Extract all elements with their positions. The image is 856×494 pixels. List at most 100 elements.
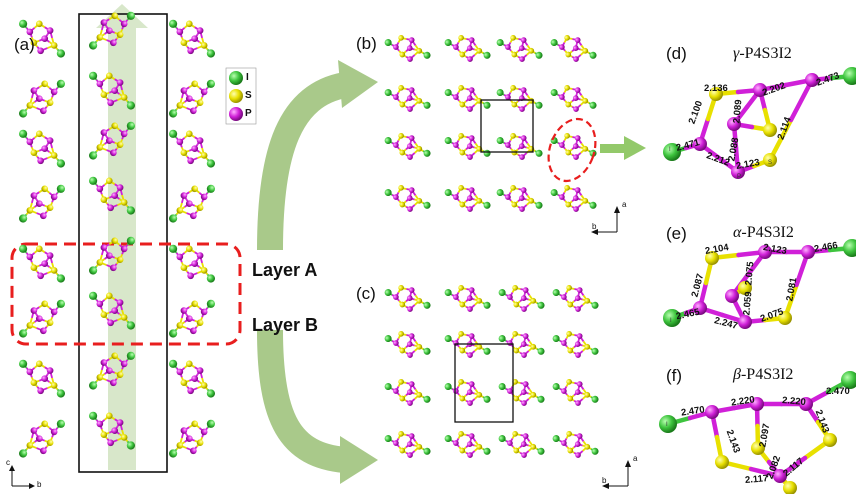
atom-P	[693, 301, 707, 315]
molecule-a-left	[18, 244, 66, 283]
curved-arrow-down	[257, 329, 347, 473]
atom-I	[663, 309, 681, 327]
atom-I	[659, 415, 677, 433]
molecule-c	[384, 430, 431, 458]
molecule-b	[444, 184, 491, 212]
title-beta: β-P4S3I2	[733, 366, 794, 383]
molecule-c	[552, 430, 599, 458]
atom-P	[799, 397, 813, 411]
legend-S-sphere	[229, 89, 243, 103]
axis-b-a-label: a	[622, 200, 627, 209]
bond-label-f-2: 2.220	[781, 394, 807, 409]
molecule-a-mid	[88, 411, 136, 450]
atom-S	[751, 441, 765, 455]
atom-P	[758, 245, 772, 259]
molecule-a-right	[168, 129, 216, 168]
atom-S	[823, 433, 837, 447]
molecule-a-left	[18, 129, 66, 168]
molecule-b	[384, 132, 431, 160]
molecule-a-left	[18, 299, 66, 338]
molecule-b	[550, 34, 597, 62]
molecule-c	[498, 284, 545, 312]
atom-I	[663, 143, 681, 161]
molecule-c	[498, 330, 545, 358]
molecule-c	[552, 284, 599, 312]
molecule-b	[444, 84, 491, 112]
title-alpha: α-P4S3I2	[733, 224, 794, 241]
molecule-a-right	[168, 359, 216, 398]
axis-a	[9, 465, 35, 489]
molecule-b	[550, 84, 597, 112]
molecule-b	[444, 34, 491, 62]
bond-label-d-2: 2.089	[731, 99, 745, 124]
bond-label-f-8: 2.117	[744, 473, 769, 486]
arrow-to-d	[600, 136, 646, 160]
atom-P	[705, 405, 719, 419]
panel-label-e: (e)	[666, 224, 687, 243]
atom-I	[841, 371, 856, 389]
molecule-b	[384, 184, 431, 212]
molecule-b	[444, 132, 491, 160]
atom-S	[778, 311, 792, 325]
molecule-c	[552, 378, 599, 406]
bond-label-f-3: 2.470	[826, 386, 850, 397]
atom-P	[738, 315, 752, 329]
atom-S	[709, 87, 723, 101]
molecule-beta	[659, 371, 856, 494]
atom-S	[715, 455, 729, 469]
bond-label-e-3: 2.075	[743, 261, 757, 286]
atom-S	[705, 251, 719, 265]
molecule-a-right	[168, 299, 216, 338]
molecule-b	[496, 84, 543, 112]
atom-P	[750, 397, 764, 411]
panel-c-structure	[384, 284, 631, 489]
title-gamma: γ-P4S3I2	[733, 45, 792, 62]
molecule-a-mid	[88, 291, 136, 330]
molecule-a-right	[168, 419, 216, 458]
molecule-a-left	[18, 19, 66, 58]
molecule-b	[550, 184, 597, 212]
panel-a-structure	[10, 4, 242, 473]
axis-a-b-label: b	[37, 480, 42, 489]
atom-P	[727, 117, 741, 131]
molecule-a-mid	[88, 176, 136, 215]
legend-P-label: P	[245, 108, 252, 119]
layer-highlight-box	[10, 242, 242, 346]
molecule-a-right	[168, 244, 216, 283]
bond-label-d-0: 2.136	[704, 83, 728, 94]
molecule-c	[552, 330, 599, 358]
molecule-a-mid	[88, 236, 136, 275]
axis-b-b-label: b	[592, 222, 597, 231]
curved-arrow-up	[257, 72, 348, 251]
panel-label-f: (f)	[666, 366, 683, 385]
molecule-b	[496, 184, 543, 212]
molecule-a-mid	[88, 351, 136, 390]
panel-b-structure	[384, 34, 620, 235]
molecule-c	[498, 430, 545, 458]
atom-P	[693, 137, 707, 151]
molecule-c	[444, 430, 491, 458]
selected-molecule-ring	[547, 117, 597, 183]
legend	[225, 67, 257, 125]
panel-label-a: (a)	[14, 35, 35, 54]
molecule-c	[384, 284, 431, 312]
molecule-c	[384, 330, 431, 358]
atom-I	[843, 239, 856, 257]
molecule-a-right	[168, 79, 216, 118]
axis-c-a-label: a	[633, 454, 638, 463]
molecule-a-right	[168, 184, 216, 223]
legend-P-sphere	[229, 107, 243, 121]
curved-arrow-down-head	[340, 436, 378, 484]
atom-label-I-f: I	[666, 422, 668, 428]
atom-S	[763, 153, 777, 167]
molecule-b	[496, 34, 543, 62]
molecule-c	[384, 378, 431, 406]
atom-P	[753, 83, 767, 97]
molecule-a-left	[18, 359, 66, 398]
molecule-b	[384, 84, 431, 112]
layer-a-label: Layer A	[252, 260, 318, 280]
molecule-a-mid	[88, 11, 136, 50]
atom-label-S-d: S	[768, 160, 773, 166]
panel-label-d: (d)	[666, 44, 687, 63]
molecule-b	[496, 132, 543, 160]
